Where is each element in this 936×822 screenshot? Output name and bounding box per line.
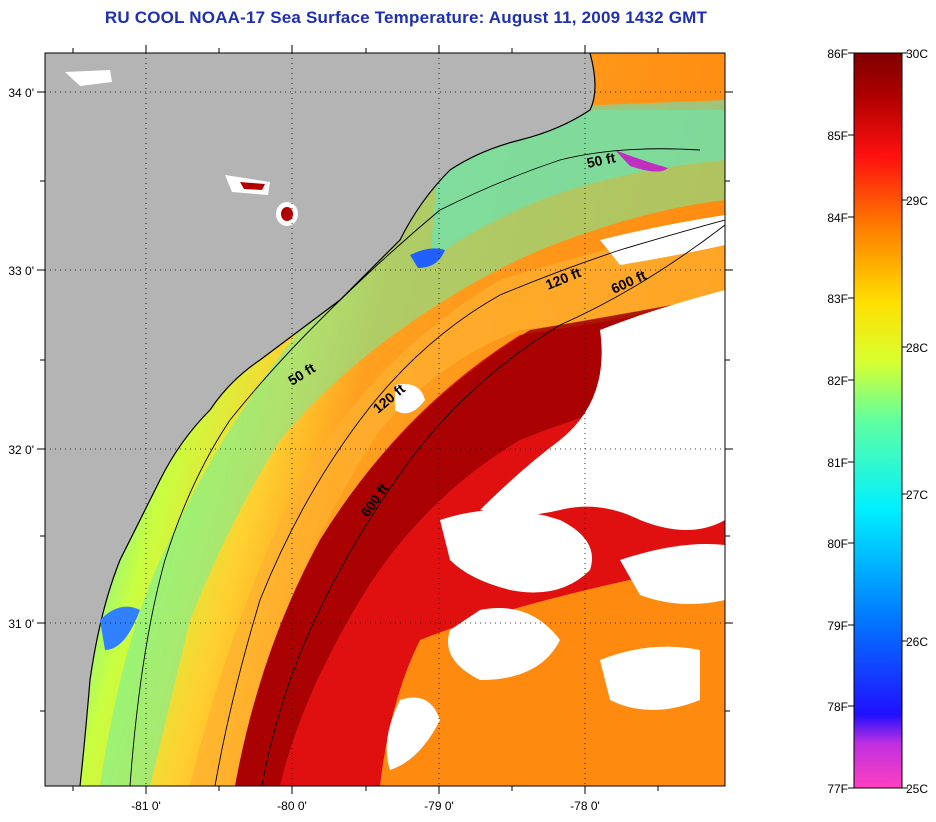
colorbar-f-85: 85F (827, 129, 848, 143)
lon-label-80: -80 0' (277, 799, 307, 813)
map-title: RU COOL NOAA-17 Sea Surface Temperature:… (104, 8, 708, 27)
colorbar-c-25: 25C (906, 782, 928, 796)
contour-600ft-south-line (261, 324, 561, 786)
lat-label-32: 32 0' (8, 443, 34, 457)
cloud-patch (395, 384, 425, 414)
colorbar-f-77: 77F (827, 782, 848, 796)
cloud-patch (440, 510, 592, 593)
colorbar-f-81: 81F (827, 456, 848, 470)
lake-moultrie-warm (281, 207, 293, 221)
coastline (79, 53, 596, 786)
sst-map: 50 ft 50 ft 120 ft 120 ft 600 ft 600 ft … (8, 45, 733, 813)
cold-patch (100, 606, 140, 650)
cloud-patch (600, 215, 725, 265)
lon-label-81: -81 0' (131, 799, 161, 813)
cloud-patch (620, 544, 725, 604)
colorbar-gradient (853, 52, 903, 789)
sst-map-svg: 50 ft 50 ft 120 ft 120 ft 600 ft 600 ft … (8, 45, 733, 813)
lat-label-34: 34 0' (8, 86, 34, 100)
cloud-patch (448, 608, 560, 680)
colorbar-f-82: 82F (827, 374, 848, 388)
land-area (45, 53, 595, 786)
colorbar-svg: 86F 85F 84F 83F 82F 81F 80F 79F 78F 77F … (827, 47, 928, 796)
grid (45, 53, 725, 786)
offshore-warm (380, 560, 725, 786)
lat-label-33: 33 0' (8, 264, 34, 278)
colorbar-c-26: 26C (906, 635, 928, 649)
colorbar-f-83: 83F (827, 292, 848, 306)
lat-label-31: 31 0' (8, 617, 34, 631)
colorbar-f-80: 80F (827, 537, 848, 551)
map-frame (44, 52, 726, 787)
colorbar-ticks (848, 52, 908, 789)
temperature-colorbar: 86F 85F 84F 83F 82F 81F 80F 79F 78F 77F … (820, 40, 936, 800)
colorbar-c-27: 27C (906, 488, 928, 502)
colorbar-c-29: 29C (906, 194, 928, 208)
shelf-water (100, 110, 725, 786)
cloud-patch (480, 290, 725, 530)
mid-shelf-warm (190, 220, 725, 786)
lake-marion-warm (240, 182, 265, 190)
cold-patch (615, 150, 668, 172)
inland-water (65, 70, 112, 86)
lon-label-78: -78 0' (570, 799, 600, 813)
lon-label-79: -79 0' (424, 799, 454, 813)
contour-50ft-south-line (129, 209, 441, 786)
colorbar-f-84: 84F (827, 211, 848, 225)
colorbar-f-79: 79F (827, 619, 848, 633)
colorbar-f-78: 78F (827, 700, 848, 714)
cloud-patch (386, 697, 440, 770)
cold-patch (410, 248, 445, 268)
colorbar-c-28: 28C (906, 341, 928, 355)
contour-120ft-south-line (214, 294, 501, 786)
colorbar-f-86: 86F (827, 47, 848, 61)
contour-600ft-north-line (559, 224, 725, 326)
contour-label-50ft-north: 50 ft (585, 149, 617, 171)
colorbar-c-30: 30C (906, 47, 928, 61)
axis-ticks (37, 45, 733, 794)
contour-120ft-north-line (499, 219, 725, 296)
cloud-patch (600, 646, 700, 710)
contour-50ft-north-line (439, 148, 701, 211)
